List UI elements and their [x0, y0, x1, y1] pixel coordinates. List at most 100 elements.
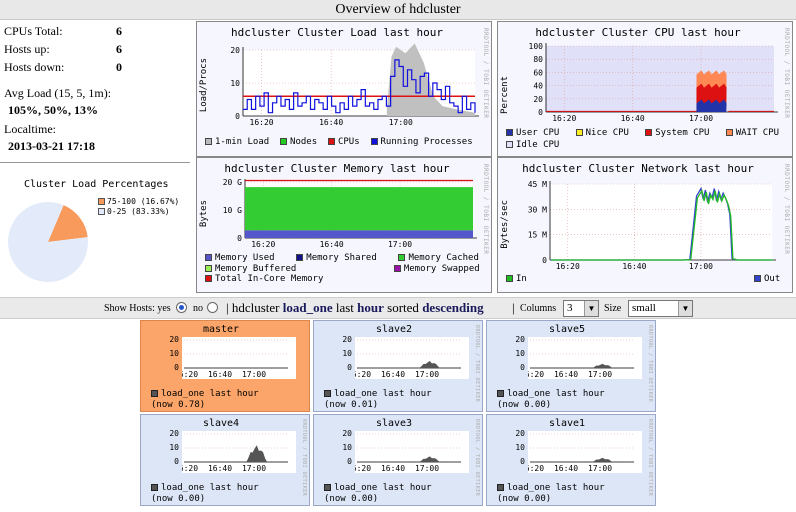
x-tick-label: 17:00	[388, 240, 412, 249]
pie-slice-high	[48, 205, 88, 242]
host-load-plot: 16:20 16:40 17:00	[528, 337, 642, 379]
host-graph-legend: load_one last hour (now 0.00)	[324, 483, 432, 505]
graph-title: hdcluster Cluster CPU last hour	[535, 26, 741, 39]
rrdtool-watermark: RRDTOOL / TOBI OETIKER	[647, 325, 653, 403]
rrdtool-watermark: RRDTOOL / TOBI OETIKER	[482, 164, 489, 255]
legend-label: In	[516, 274, 527, 284]
legend-swatch	[324, 484, 331, 491]
host-legend-label: load_one last hour	[507, 483, 605, 493]
cluster-memory-graph[interactable]: hdcluster Cluster Memory last hour RRDTO…	[196, 157, 492, 293]
localtime-label: Localtime:	[4, 122, 56, 136]
graph-legend: 1-min Load Nodes CPUs Running Processes	[205, 137, 473, 147]
host-card-slave2[interactable]: slave2 RRDTOOL / TOBI OETIKER 16:20 16:40 17…	[313, 320, 483, 412]
legend-label: Memory Buffered	[215, 263, 297, 274]
cluster-network-graph[interactable]: hdcluster Cluster Network last hour RRDT…	[497, 157, 793, 293]
x-tick-label: 17:00	[389, 118, 413, 127]
plot-bg	[355, 337, 469, 379]
plot-bg	[182, 337, 296, 379]
rrdtool-watermark: RRDTOOL / TOBI OETIKER	[647, 419, 653, 497]
rrdtool-watermark: RRDTOOL / TOBI OETIKER	[482, 28, 489, 119]
plot-bg	[528, 337, 642, 379]
y-tick-label: 0	[237, 234, 242, 243]
show-hosts-no-label: no	[193, 303, 203, 314]
y-axis-label: Percent	[500, 76, 510, 114]
x-tick-label: 16:20	[182, 370, 198, 379]
host-name: slave3	[375, 418, 413, 429]
show-hosts-yes-radio[interactable]	[176, 302, 187, 313]
cluster-load-pie-panel: Cluster Load Percentages 75-100 (16.67%)…	[0, 162, 190, 290]
host-legend-label: load_one last hour	[334, 483, 432, 493]
rrdtool-watermark: RRDTOOL / TOBI OETIKER	[474, 325, 480, 403]
legend-swatch	[98, 198, 105, 205]
y-tick-label: 0	[174, 457, 179, 466]
y-tick-label: 20	[169, 429, 179, 438]
host-legend-label: load_one last hour	[507, 389, 605, 399]
host-view-controls: Show Hosts: yes no | hdcluster load_one …	[0, 297, 796, 319]
y-tick-label: 10 G	[223, 206, 242, 215]
legend-swatch	[506, 275, 513, 282]
legend-swatch	[280, 138, 288, 145]
cluster-name: hdcluster	[231, 300, 280, 315]
cpus-total-value: 6	[116, 24, 122, 38]
legend-label: 1-min Load	[215, 137, 270, 147]
host-now-value: (now 0.78)	[151, 400, 206, 410]
size-label: Size	[604, 303, 622, 314]
x-tick-label: 17:00	[415, 464, 439, 473]
memory-cached-area	[245, 187, 473, 231]
y-tick-label: 0	[347, 457, 352, 466]
rrdtool-watermark: RRDTOOL / TOBI OETIKER	[783, 28, 790, 119]
columns-select[interactable]: 3 ▼	[563, 300, 599, 317]
legend-label: Idle CPU	[516, 140, 560, 150]
host-card-slave5[interactable]: slave5 RRDTOOL / TOBI OETIKER 16:20 16:40 17…	[486, 320, 656, 412]
legend-swatch	[506, 129, 513, 136]
host-card-master[interactable]: master 16:20 16:40 17:00 load_one last hour(…	[140, 320, 310, 412]
legend-swatch	[370, 138, 378, 145]
host-load-area	[592, 363, 614, 368]
legend-swatch	[98, 208, 105, 215]
host-graph-legend: load_one last hour (now 0.00)	[497, 483, 605, 505]
host-load-plot: 16:20 16:40 17:00	[528, 431, 642, 473]
size-select[interactable]: small ▼	[628, 300, 693, 317]
legend-label: Nodes	[290, 137, 318, 147]
host-card-slave3[interactable]: slave3 RRDTOOL / TOBI OETIKER 16:20 16:40 17…	[313, 414, 483, 506]
x-tick-label: 16:40	[381, 464, 405, 473]
y-tick-label: 10	[169, 349, 179, 358]
plot-area	[550, 184, 772, 260]
metric-range: hour	[357, 300, 384, 315]
cpus-total-label: CPUs Total:	[4, 24, 63, 38]
plot-bg	[528, 431, 642, 473]
x-tick-label: 16:20	[250, 118, 274, 127]
y-tick-label: 100	[529, 42, 544, 51]
host-card-slave1[interactable]: slave1 RRDTOOL / TOBI OETIKER 16:20 16:40 17…	[486, 414, 656, 506]
pie-slice-low	[8, 202, 88, 282]
x-tick-label: 17:00	[689, 114, 713, 123]
x-tick-label: 16:20	[251, 240, 275, 249]
y-tick-label: 60	[533, 68, 543, 77]
x-tick-label: 16:20	[528, 370, 544, 379]
host-name: slave1	[548, 418, 586, 429]
y-tick-label: 30 M	[528, 205, 547, 214]
avg-load-label: Avg Load (15, 5, 1m):	[4, 86, 112, 100]
legend-label: System CPU	[655, 128, 710, 138]
legend-swatch	[327, 138, 335, 145]
x-tick-label: 16:40	[208, 464, 232, 473]
network-in-line	[550, 188, 773, 261]
host-name: slave5	[548, 324, 586, 335]
show-hosts-no-radio[interactable]	[207, 302, 218, 313]
host-card-slave4[interactable]: slave4 RRDTOOL / TOBI OETIKER 16:20 16:40 17…	[140, 414, 310, 506]
legend-label: Total In-Core Memory	[215, 274, 324, 284]
graph-legend: Memory Used Memory Shared Memory Cached …	[205, 253, 480, 285]
host-now-value: (now 0.00)	[324, 494, 379, 504]
load-area	[386, 43, 475, 116]
columns-label: Columns	[520, 303, 557, 314]
memory-used-area	[245, 230, 473, 238]
host-graph-legend: load_one last hour (now 0.00)	[497, 389, 605, 411]
x-tick-label: 16:40	[208, 370, 232, 379]
legend-swatch	[497, 484, 504, 491]
y-tick-label: 80	[533, 55, 543, 64]
memory-plot: 0 10 G 20 G 16:20 16:40 17:00	[223, 178, 477, 249]
cluster-cpu-graph[interactable]: hdcluster Cluster CPU last hour RRDTOOL …	[497, 21, 793, 157]
legend-swatch	[296, 254, 304, 261]
cluster-load-graph[interactable]: hdcluster Cluster Load last hour RRDTOOL…	[196, 21, 492, 157]
y-axis-label: Load/Procs	[199, 58, 209, 113]
